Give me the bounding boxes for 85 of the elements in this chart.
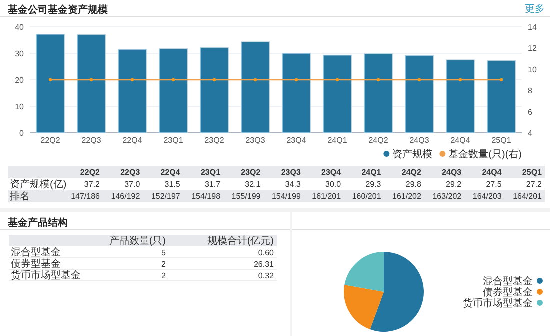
text: 30.0	[326, 180, 342, 189]
x-tick-label: 25Q1	[492, 136, 512, 145]
category-label: 24Q2	[402, 168, 422, 177]
text: 规模合计(亿元)	[207, 235, 274, 247]
text: 146/192	[111, 192, 141, 201]
text: 0.60	[258, 248, 275, 258]
legend-label: 债券型基金	[483, 286, 533, 298]
text: 37.2	[84, 180, 101, 189]
y2-tick-label: 14	[528, 23, 538, 32]
text: 27.5	[486, 180, 502, 189]
text: 31.5	[164, 180, 181, 189]
text: 154/198	[192, 192, 222, 201]
x-tick-label: 22Q4	[122, 136, 143, 145]
x-tick-label: 23Q2	[204, 136, 225, 145]
text: 27.2	[526, 180, 543, 189]
x-tick-label: 24Q3	[410, 136, 430, 145]
y2-tick-label: 4	[528, 129, 533, 138]
text: 32.1	[245, 180, 262, 189]
legend-item: 基金数量(只)(右)	[440, 150, 522, 160]
text: 164/201	[513, 192, 543, 201]
category-label: 23Q2	[241, 168, 261, 177]
text: 155/199	[232, 192, 262, 201]
category-label: 22Q3	[120, 168, 140, 177]
text: 5	[162, 248, 167, 258]
x-tick-label: 24Q1	[328, 136, 348, 145]
text: 26.31	[254, 260, 275, 269]
pie-slice	[344, 285, 384, 330]
text: 160/201	[352, 192, 382, 201]
category-label: 24Q3	[442, 168, 462, 177]
x-tick-label: 23Q3	[246, 136, 266, 145]
text: 29.3	[366, 180, 382, 189]
y-tick-label: 40	[15, 23, 25, 32]
pie-slice	[370, 252, 424, 332]
category-label: 23Q3	[281, 168, 301, 177]
category-label: 债券型基金	[11, 258, 61, 270]
category-label: 货币市场型基金	[11, 270, 81, 282]
category-label: 混合型基金	[11, 246, 61, 258]
legend-label: 货币市场型基金	[463, 298, 533, 310]
x-tick-label: 22Q3	[82, 136, 102, 145]
y2-tick-label: 6	[528, 108, 533, 117]
text: 更多	[525, 3, 545, 15]
text: 163/202	[432, 192, 462, 201]
x-tick-label: 24Q2	[368, 136, 389, 145]
text: 排名	[10, 190, 30, 202]
chart-title: 基金公司基金资产规模	[7, 4, 109, 16]
y2-tick-label: 12	[528, 44, 538, 54]
category-label: 23Q4	[322, 168, 342, 177]
category-label: 25Q1	[522, 168, 542, 177]
category-label: 24Q1	[362, 168, 382, 177]
y2-tick-label: 8	[528, 86, 533, 96]
text: 产品数量(只)	[109, 235, 166, 247]
text: 154/199	[272, 192, 302, 201]
text: 164/203	[472, 192, 502, 201]
text: 34.3	[285, 180, 302, 189]
text: 161/202	[392, 192, 422, 201]
text: 2	[162, 260, 167, 269]
text: 资产规模(亿)	[10, 178, 67, 190]
legend-item: 资产规模	[384, 150, 433, 160]
category-label: 22Q4	[160, 168, 180, 177]
legend-label: 基金数量(只)(右)	[448, 148, 522, 160]
x-tick-label: 23Q1	[164, 136, 184, 145]
x-tick-label: 23Q4	[286, 136, 307, 145]
category-label: 22Q2	[80, 168, 100, 177]
text: 147/186	[71, 192, 101, 201]
x-tick-label: 22Q2	[40, 136, 61, 145]
category-label: 24Q4	[482, 168, 502, 177]
text: 29.2	[446, 180, 462, 189]
y-tick-label: 20	[15, 76, 25, 85]
y2-tick-label: 10	[528, 65, 538, 74]
category-label: 23Q1	[200, 168, 221, 177]
y-tick-label: 10	[15, 102, 25, 112]
text: 31.7	[204, 180, 222, 189]
text: 29.8	[406, 180, 422, 189]
x-tick-label: 24Q4	[450, 136, 471, 145]
text: 基金产品结构	[7, 217, 68, 229]
pie-slice	[344, 252, 384, 292]
y-tick-label: 0	[20, 129, 25, 138]
legend-label: 混合型基金	[483, 276, 533, 288]
series-label: 资产规模	[392, 148, 433, 160]
text: 37.0	[124, 180, 141, 189]
text: 2	[162, 272, 167, 280]
text: 0.32	[258, 272, 275, 280]
text: 152/197	[151, 192, 181, 201]
y-tick-label: 30	[15, 50, 25, 58]
text: 161/201	[312, 192, 342, 201]
